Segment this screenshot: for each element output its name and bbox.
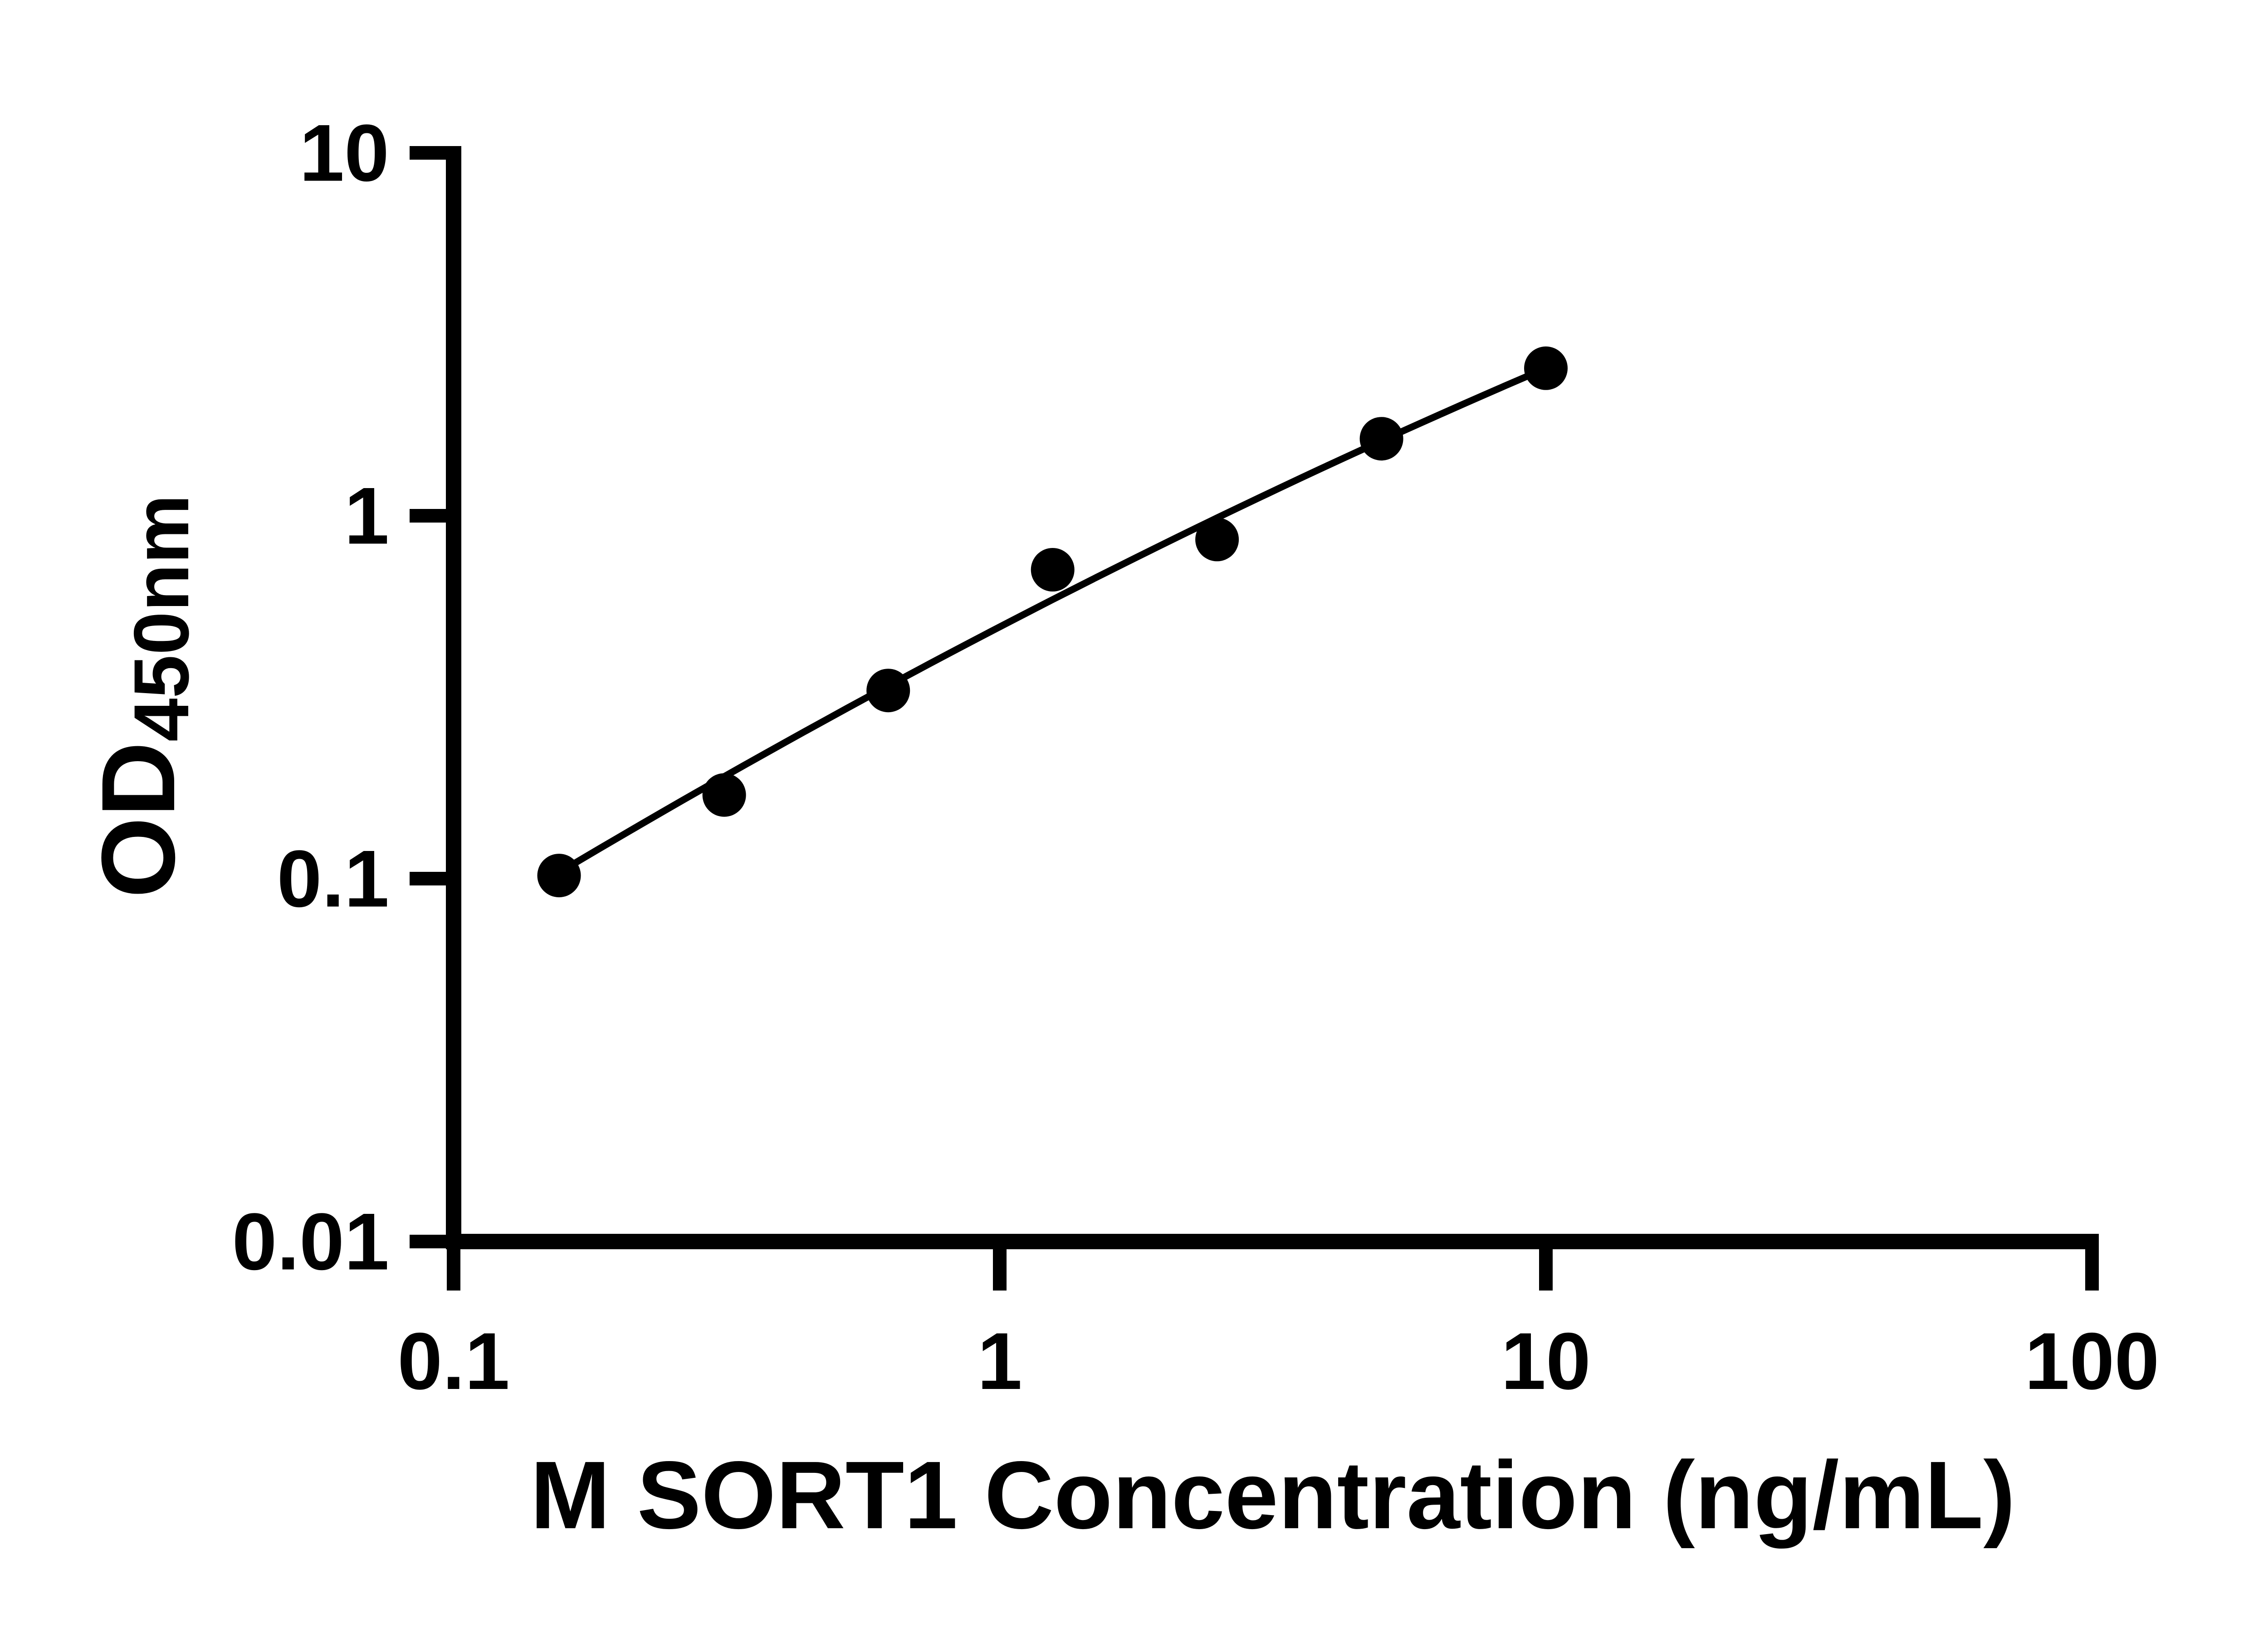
x-tick-label-10: 10 (1501, 1316, 1591, 1406)
data-point-5 (1195, 518, 1239, 562)
axes-group (446, 146, 2099, 1249)
data-point-1 (537, 854, 581, 898)
y-axis-title: OD450nm (80, 494, 205, 898)
x-tick-label-0.1: 0.1 (397, 1316, 509, 1406)
y-axis-title-main: OD (80, 741, 196, 898)
y-tick-label-0.1: 0.1 (277, 834, 389, 924)
y-axis-title-subscript: 450nm (117, 494, 205, 742)
data-point-3 (866, 669, 910, 713)
x-axis-title: M SORT1 Concentration (ng/mL) (530, 1441, 2016, 1549)
data-point-7 (1524, 346, 1568, 390)
data-points-group (537, 346, 1568, 898)
y-tick-label-1: 1 (344, 471, 389, 561)
y-tick-label-0.01: 0.01 (232, 1197, 389, 1287)
ticks-group (410, 146, 2099, 1291)
x-tick-label-1: 1 (978, 1316, 1022, 1406)
y-tick-label-10: 10 (299, 108, 389, 198)
data-point-4 (1031, 548, 1075, 592)
x-tick-label-100: 100 (2025, 1316, 2160, 1406)
data-point-2 (702, 773, 746, 817)
data-point-6 (1359, 417, 1403, 461)
